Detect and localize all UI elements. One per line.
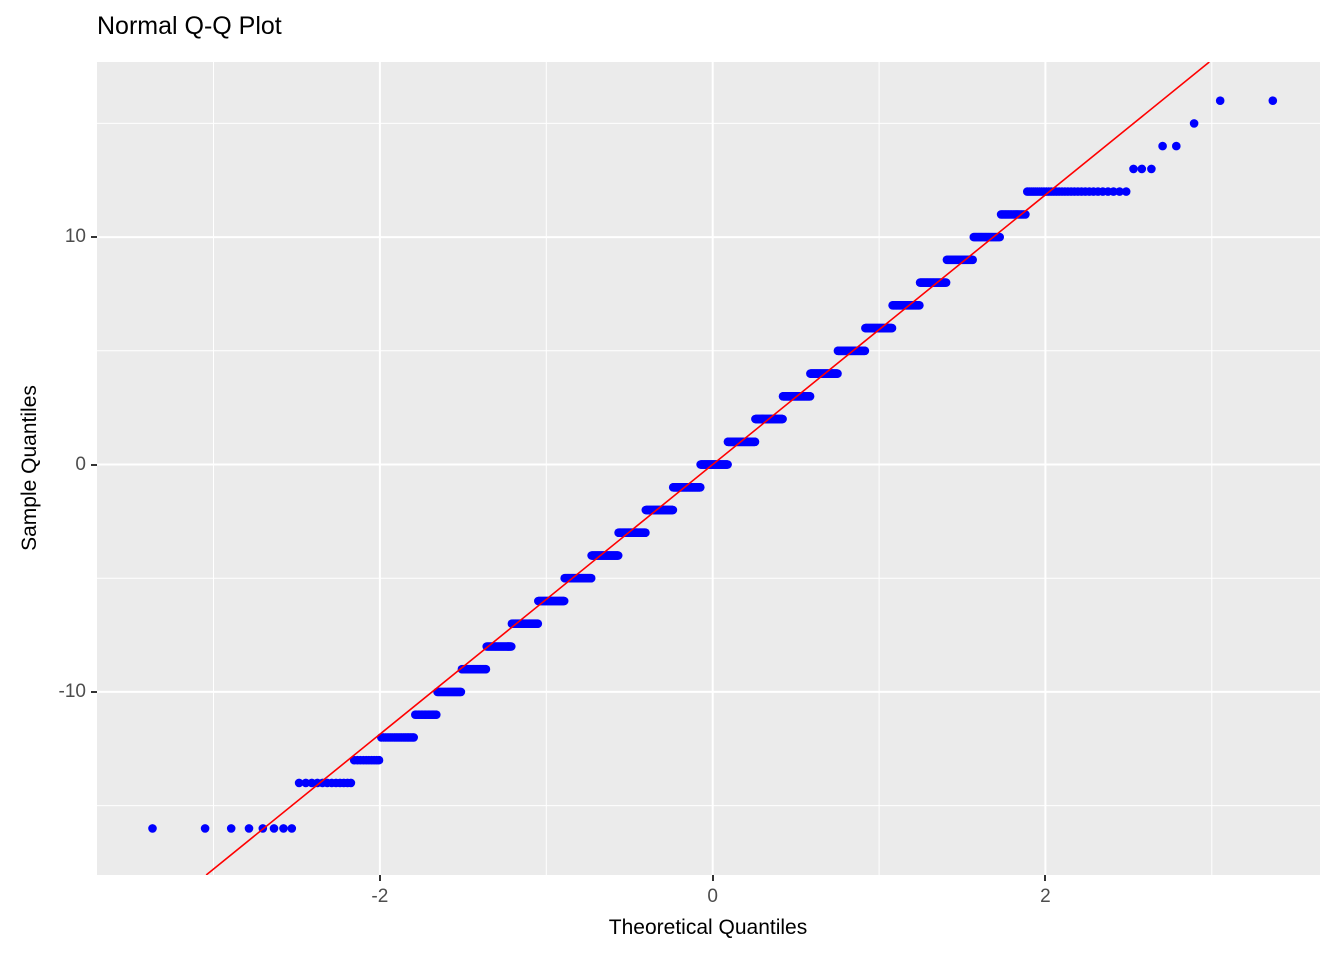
qq-point [374,755,384,765]
qq-point [641,528,650,537]
qq-point [1268,96,1278,105]
qq-point [968,255,977,265]
qq-point [668,505,678,515]
y-tick-mark [91,463,97,466]
qq-point [586,573,596,583]
qq-point [915,301,924,310]
y-axis-title: Sample Quantiles [18,385,41,551]
x-tick-label: 2 [1040,886,1051,907]
y-tick-mark [91,236,97,239]
qq-point [723,460,732,469]
y-tick-label: 10 [64,226,86,248]
y-tick-label: 0 [75,453,86,475]
qq-point [346,778,356,788]
qq-point [941,278,951,287]
qq-point [1137,164,1147,174]
y-tick-mark [91,690,97,693]
qq-point [200,824,210,833]
plot-panel [97,62,1320,875]
qq-point [559,596,569,606]
qq-point [244,824,254,833]
qq-point [1115,187,1124,196]
y-tick-label: -10 [58,680,86,702]
x-tick-label: 0 [707,886,718,907]
qq-point [226,824,236,833]
qq-point [507,642,516,651]
qq-point [1121,187,1131,196]
qq-point [613,551,623,560]
qq-point [432,710,441,719]
x-tick-label: -2 [371,886,389,907]
chart-title: Normal Q-Q Plot [97,12,282,40]
qq-point [269,824,279,833]
qq-reference-line [205,62,1210,875]
x-tick-mark [711,875,714,881]
qq-point [1109,187,1118,196]
qq-point [287,824,297,833]
qq-point [1215,96,1225,105]
qq-point [1172,141,1181,151]
qq-point [1189,119,1199,128]
qq-point [696,483,705,492]
qq-point [1147,164,1156,174]
x-axis-title: Theoretical Quantiles [608,916,808,939]
qq-point [301,778,311,788]
qq-point [860,346,870,356]
qq-point [279,824,288,833]
qq-point [750,437,760,447]
qq-point [294,778,304,788]
qq-point [1129,164,1138,174]
qq-point [533,619,543,628]
qq-point [481,664,491,674]
qq-point [409,733,419,742]
qq-point [995,232,1004,242]
x-tick-mark [378,875,381,881]
qq-point [805,392,815,401]
qq-point [833,369,842,378]
x-tick-mark [1044,875,1047,881]
qq-point [456,687,466,697]
qq-point [148,824,157,833]
qq-point [1158,141,1167,151]
qq-point [778,414,787,424]
qq-point [887,323,897,333]
